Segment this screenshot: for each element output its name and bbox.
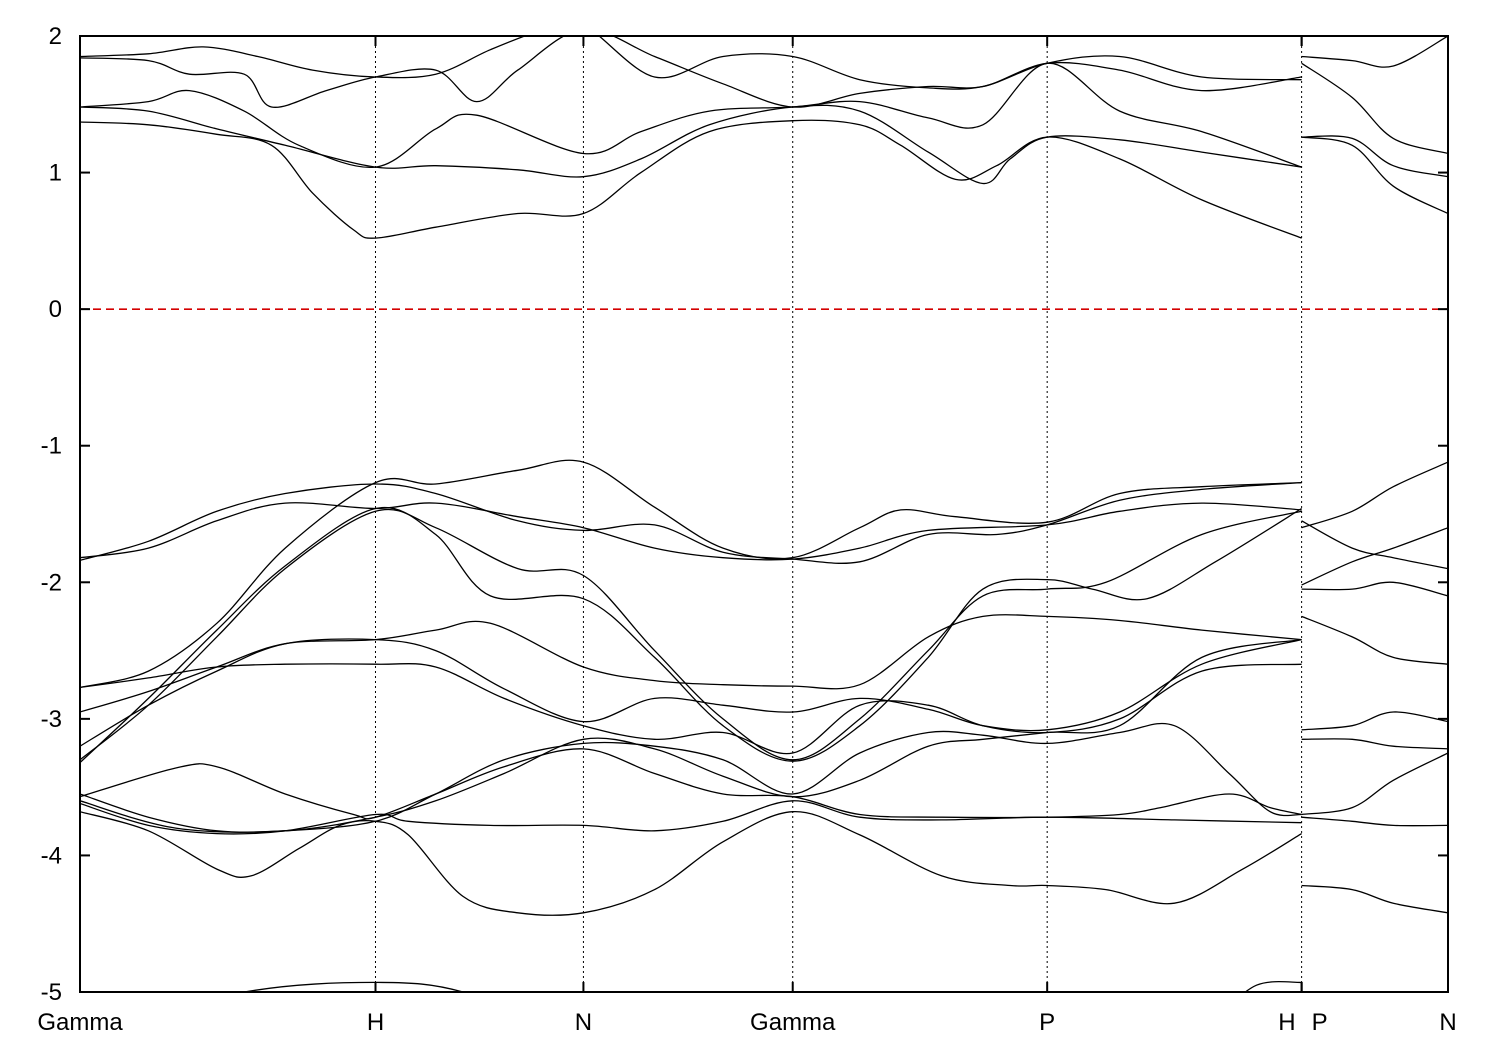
band-line — [80, 119, 1302, 239]
band-line — [80, 104, 1302, 185]
band-line — [80, 748, 1302, 820]
x-axis-ticks: Gamma H N Gamma P H P N — [37, 36, 1457, 1036]
band-line — [240, 981, 466, 992]
band-line — [1301, 738, 1448, 750]
x-tick-label: Gamma — [37, 1009, 123, 1036]
band-line — [80, 614, 1302, 713]
band-line — [1301, 581, 1448, 597]
y-tick-label: 0 — [49, 296, 62, 323]
y-tick-label: 2 — [49, 23, 62, 50]
x-tick-label: P — [1039, 1009, 1055, 1036]
band-line — [1301, 752, 1448, 816]
band-line — [1301, 711, 1448, 731]
band-line — [1301, 135, 1448, 178]
band-line — [1301, 461, 1448, 529]
y-tick-label: -2 — [41, 569, 62, 596]
band-line — [80, 663, 1302, 755]
band-line — [80, 800, 1302, 835]
kpoint-lines — [374, 36, 1303, 992]
y-tick-label: -3 — [41, 706, 62, 733]
band-line — [80, 36, 1302, 108]
x-tick-label: N — [1439, 1009, 1456, 1036]
band-line — [80, 459, 1302, 689]
band-line — [1301, 615, 1448, 665]
y-tick-label: 1 — [49, 160, 62, 187]
band-line — [1301, 62, 1448, 155]
y-tick-label: -1 — [41, 433, 62, 460]
band-line — [1301, 136, 1448, 215]
x-tick-label: N — [575, 1009, 592, 1036]
band-line — [80, 638, 1302, 833]
band-line — [80, 502, 1302, 561]
band-line — [80, 506, 1302, 764]
y-tick-label: -4 — [41, 842, 62, 869]
band-line — [80, 722, 1302, 833]
band-line — [1301, 520, 1448, 570]
band-line — [1301, 884, 1448, 914]
y-tick-label: -5 — [41, 979, 62, 1006]
band-line — [1244, 981, 1302, 992]
x-tick-label: P — [1312, 1009, 1328, 1036]
band-line — [80, 638, 1302, 747]
band-line — [1301, 816, 1448, 827]
x-tick-label: H — [367, 1009, 384, 1036]
band-line — [80, 508, 1302, 761]
x-tick-label: Gamma — [750, 1009, 836, 1036]
band-line — [80, 811, 1302, 916]
band-line — [1301, 527, 1448, 586]
bands — [80, 36, 1448, 992]
plot-frame — [79, 35, 1449, 993]
y-axis-ticks: 2 1 0 -1 -2 -3 -4 -5 — [41, 23, 1448, 1006]
band-line — [80, 62, 1302, 169]
band-line — [80, 481, 1302, 564]
x-tick-label: H — [1278, 1009, 1295, 1036]
band-line — [1301, 36, 1448, 68]
band-line — [80, 36, 1302, 90]
